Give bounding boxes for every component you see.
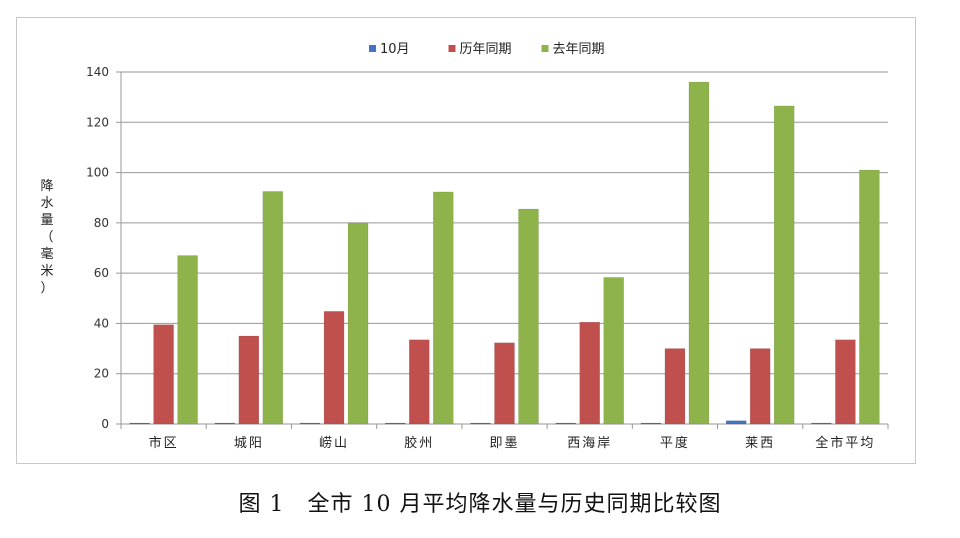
y-tick-label: 80 [94,216,109,230]
x-category-label: 全市平均 [815,435,875,451]
bar-2 [835,339,856,425]
y-tick-label: 40 [94,316,109,330]
x-category-label: 西海岸 [567,436,612,451]
bar-2 [238,335,260,425]
y-tick-label: 100 [86,166,109,180]
bar-1 [214,422,236,425]
bar-2 [409,339,430,425]
bar-3 [347,222,369,425]
bar-1 [811,422,832,425]
bar-2 [664,348,686,425]
bar-1 [299,422,321,425]
x-category-labels: 市区 城阳 崂山 胶州 即墨 西海岸 平度 莱西 全市平均 [149,435,875,451]
chart-frame: 0 20 40 60 80 100 120 140 市区 城阳 崂山 胶州 即墨 西海岸 平度 莱西 全市平均… [16,17,916,464]
bar-3 [262,191,284,425]
bar-3 [518,208,539,425]
y-tick-labels: 0 20 40 60 80 100 120 140 [86,65,109,431]
y-tick-label: 0 [101,417,109,431]
bar-3 [859,169,880,425]
bar-1 [470,422,491,425]
y-axis-label: 降水量（毫米） [40,179,53,296]
legend-label: 历年同期 [460,42,512,57]
y-tick-label: 60 [94,266,109,280]
bar-3 [773,105,795,425]
x-category-label: 崂山 [319,436,349,451]
bar-2 [494,342,515,425]
x-category-label: 胶州 [404,435,434,451]
x-category-label: 即墨 [489,436,519,451]
x-category-label: 市区 [149,435,179,451]
legend-swatch [541,45,549,52]
bar-2 [323,311,345,425]
x-category-label: 莱西 [745,436,775,451]
bar-3 [603,277,624,425]
bar-1 [640,422,662,425]
y-tick-label: 140 [86,65,109,79]
y-tick-label: 120 [86,115,109,129]
y-tick-label: 20 [94,367,109,381]
x-category-label: 城阳 [234,436,264,451]
legend-swatch [448,45,456,52]
bar-3 [177,255,198,425]
legend-label: 10月 [380,42,410,57]
bar-3 [688,81,710,425]
y-axis-title: 降水量（毫米） [40,179,53,296]
bar-2 [579,321,600,425]
legend: 10月 历年同期 去年同期 [369,42,605,57]
bar-1 [555,422,576,425]
bar-2 [153,324,174,425]
bars [129,81,880,425]
bar-chart: 0 20 40 60 80 100 120 140 市区 城阳 崂山 胶州 即墨 西海岸 平度 莱西 全市平均… [40,42,889,451]
bar-2 [749,348,771,425]
figure-caption: 图 1 全市 10 月平均降水量与历史同期比较图 [238,492,722,517]
legend-label: 去年同期 [553,42,605,57]
x-category-label: 平度 [660,435,690,451]
bar-3 [433,191,454,425]
legend-swatch [369,45,376,52]
bar-1 [385,422,406,425]
bar-1 [725,420,747,425]
bar-1 [129,422,150,425]
